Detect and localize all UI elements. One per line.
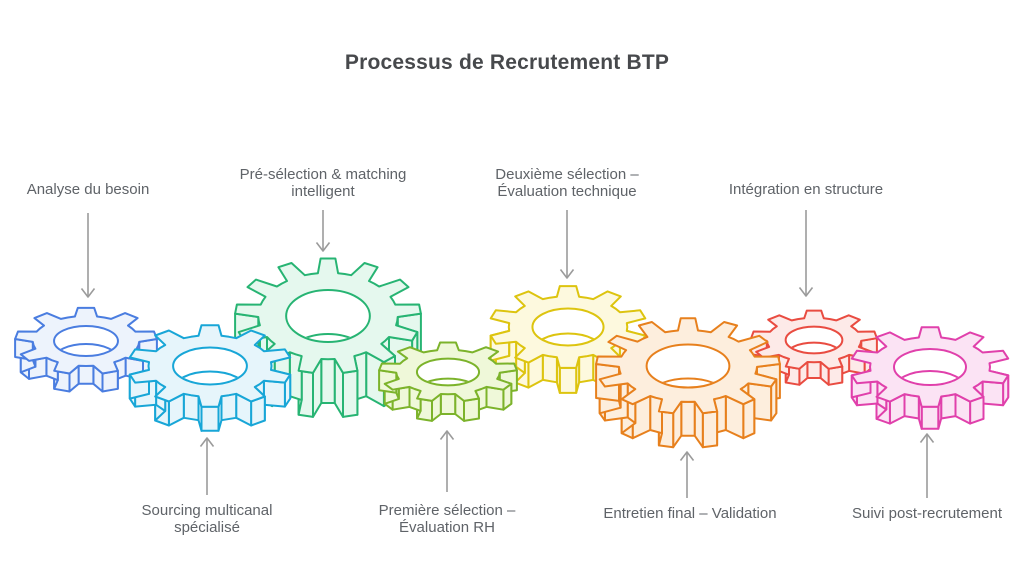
arrow-step-2-up xyxy=(199,437,215,495)
gear-entretien-final xyxy=(595,317,781,449)
gear-sourcing-multicanal xyxy=(128,324,292,432)
gear-suivi-post-recrutement xyxy=(850,326,1010,430)
arrow-step-3-down xyxy=(315,210,331,252)
arrow-step-5-down xyxy=(559,210,575,279)
step-label-1: Analyse du besoin xyxy=(26,181,150,198)
step-label-8: Suivi post-recrutement xyxy=(851,505,1003,522)
gear-premiere-selection xyxy=(378,341,518,422)
step-label-7: Intégration en structure xyxy=(728,181,884,198)
arrow-step-1-down xyxy=(80,213,96,298)
gear-deuxieme-selection xyxy=(489,285,647,394)
arrow-step-7-down xyxy=(798,210,814,297)
step-label-6: Entretien final – Validation xyxy=(603,505,777,522)
step-label-4: Première sélection – Évaluation RH xyxy=(378,502,516,536)
arrow-step-8-up xyxy=(919,433,935,498)
page-title: Processus de Recrutement BTP xyxy=(344,51,670,74)
arrow-step-6-up xyxy=(679,451,695,498)
step-label-5: Deuxième sélection – Évaluation techniqu… xyxy=(495,166,639,200)
step-label-3: Pré-sélection & matching intelligent xyxy=(239,166,407,200)
step-label-2: Sourcing multicanal spécialisé xyxy=(141,502,273,536)
arrow-step-4-up xyxy=(439,430,455,492)
